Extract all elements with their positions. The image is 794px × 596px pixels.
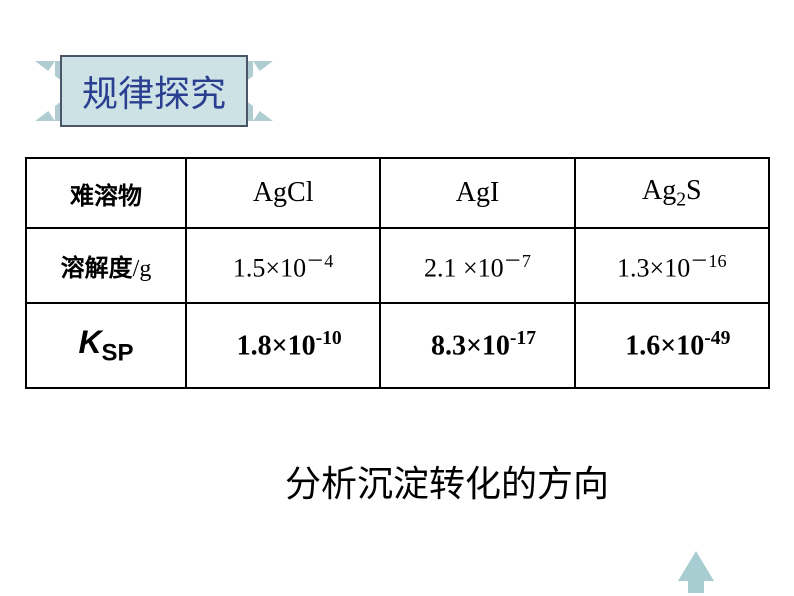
solubility-ag2s: 1.3×10－16 [575,228,769,303]
ksp-ag2s: 1.6×10-49 [575,303,769,388]
banner-title: 规律探究 [60,55,248,127]
analysis-caption: 分析沉淀转化的方向 [285,455,609,507]
header-ksp: KSP [26,303,186,388]
compound-agcl: AgCl [186,158,380,228]
solubility-agcl: 1.5×10－4 [186,228,380,303]
header-compound: 难溶物 [26,158,186,228]
header-solubility: 溶解度/g [26,228,186,303]
ksp-agi: 8.3×10-17 [380,303,574,388]
up-arrow-icon[interactable] [678,551,714,581]
title-banner: 规律探究 [35,55,273,127]
compound-agi: AgI [380,158,574,228]
compound-ag2s: Ag2S [575,158,769,228]
ksp-agcl: 1.8×10-10 [186,303,380,388]
solubility-agi: 2.1 ×10－7 [380,228,574,303]
solubility-table: 难溶物 AgCl AgI Ag2S 溶解度/g 1.5×10－4 2.1 ×10… [25,157,770,389]
